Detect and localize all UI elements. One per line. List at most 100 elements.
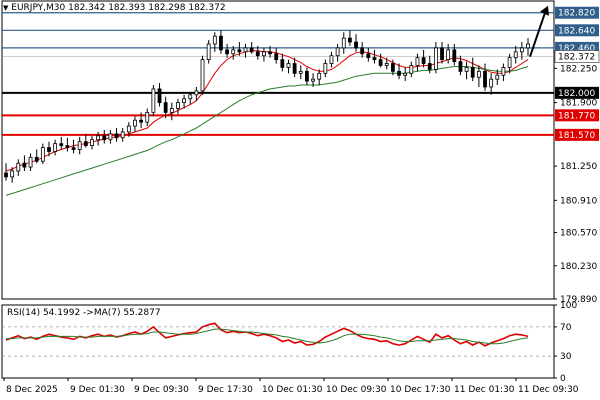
candle-bull: [108, 133, 113, 141]
candle-bull: [200, 59, 205, 92]
candle-bear: [249, 47, 254, 53]
rsi-info: RSI(14) 54.1992 ->MA(7) 55.2877: [7, 308, 161, 318]
candle-bull: [519, 47, 524, 53]
level-label-182.820: 182.820: [558, 9, 595, 19]
candle-bear: [366, 53, 371, 59]
candle-bull: [384, 63, 389, 66]
candle-bull: [507, 57, 512, 68]
candle-bull: [151, 88, 156, 113]
y-tick-label: 179.890: [560, 295, 597, 305]
slow_ma-line: [5, 66, 529, 196]
candle-bear: [255, 51, 260, 57]
level-label-182.000: 182.000: [558, 89, 595, 99]
chart-header: ▼ EURJPY,M30 182.342 182.393 182.298 182…: [3, 3, 226, 13]
y-tick-label: 182.250: [560, 64, 597, 74]
candle-bull: [16, 162, 21, 172]
candle-bull: [495, 74, 500, 80]
candle-bear: [440, 47, 444, 61]
candle-bull: [182, 98, 186, 104]
x-tick-label: 9 Dec 09:30: [134, 385, 189, 395]
candle-bear: [163, 102, 168, 113]
candle-bear: [139, 119, 144, 123]
candle-bear: [390, 63, 395, 72]
candle-bull: [415, 57, 420, 66]
x-tick-label: 10 Dec 01:30: [262, 385, 323, 395]
candle-bull: [206, 43, 211, 61]
y-tick-label: 180.570: [560, 229, 597, 239]
candle-bull: [501, 67, 506, 76]
candle-bull: [10, 170, 15, 178]
candle-bear: [83, 141, 88, 147]
candle-bear: [71, 147, 76, 150]
projection-arrow-head-icon: [540, 5, 549, 16]
candle-bear: [378, 59, 383, 66]
candle-bull: [243, 47, 248, 53]
x-tick-label: 11 Dec 01:30: [454, 385, 515, 395]
dropdown-arrow-icon[interactable]: ▼: [3, 4, 9, 12]
rsi-header: RSI(14) 54.1992 ->MA(7) 55.2877: [7, 308, 161, 318]
candle-bear: [34, 156, 39, 162]
rsi-y-tick-label: 70: [560, 323, 572, 333]
candle-bear: [483, 70, 487, 88]
level-tag-182.640: [555, 24, 599, 37]
candle-bear: [397, 70, 401, 76]
candle-bull: [476, 70, 481, 78]
y-tick-label: 180.230: [560, 262, 597, 272]
candle-bull: [409, 65, 414, 74]
candle-bear: [102, 135, 107, 141]
candle-bear: [470, 67, 475, 78]
candle-bear: [157, 88, 162, 104]
candle-bull: [298, 70, 303, 74]
candle-bull: [446, 49, 451, 61]
candle-bull: [90, 139, 94, 147]
x-tick-label: 8 Dec 2025: [6, 385, 58, 395]
candle-bear: [237, 49, 242, 53]
candle-bull: [513, 51, 518, 59]
level-tag-181.770: [555, 109, 599, 122]
candle-bear: [372, 57, 377, 61]
level-label-181.770: 181.770: [558, 111, 595, 121]
candle-bear: [274, 53, 279, 61]
symbol-info: EURJPY,M30 182.342 182.393 182.298 182.3…: [11, 3, 226, 13]
x-tick-label: 9 Dec 17:30: [198, 385, 253, 395]
projection-arrow-line: [529, 9, 547, 58]
candle-bull: [323, 63, 328, 74]
rsi-line: [5, 322, 529, 347]
candle-bear: [65, 145, 70, 148]
candle-bear: [59, 143, 64, 147]
candle-bull: [120, 131, 125, 139]
level-tag-182.000: [555, 86, 599, 99]
candle-bull: [329, 55, 334, 64]
level-label-181.570: 181.570: [558, 131, 595, 141]
candle-bull: [403, 72, 408, 76]
candle-bear: [292, 63, 297, 74]
candle-bull: [133, 119, 137, 127]
level-label-182.640: 182.640: [558, 26, 595, 36]
candle-bull: [96, 135, 101, 141]
level-tag-182.820: [555, 6, 599, 19]
x-tick-label: 10 Dec 17:30: [390, 385, 451, 395]
candle-bear: [421, 57, 426, 64]
candle-bull: [311, 78, 315, 82]
candle-bear: [458, 61, 463, 72]
candle-bear: [354, 41, 358, 49]
candle-bear: [22, 162, 27, 168]
candle-bear: [452, 49, 457, 62]
candle-bull: [317, 72, 322, 80]
rsi-y-tick-label: 100: [560, 301, 577, 311]
rsi-y-tick-label: 30: [560, 352, 572, 362]
y-tick-label: 180.910: [560, 196, 597, 206]
y-tick-label: 181.900: [560, 99, 597, 109]
candle-bear: [268, 51, 272, 55]
candle-bull: [433, 47, 438, 70]
level-tag-181.570: [555, 128, 599, 141]
candle-bull: [526, 43, 530, 49]
candle-bull: [335, 47, 340, 57]
candle-bull: [145, 111, 150, 123]
rsi_ma-line: [6, 328, 529, 345]
candle-bear: [348, 37, 352, 43]
candle-bull: [194, 90, 199, 96]
candle-bull: [188, 94, 193, 100]
candle-bear: [225, 49, 229, 55]
